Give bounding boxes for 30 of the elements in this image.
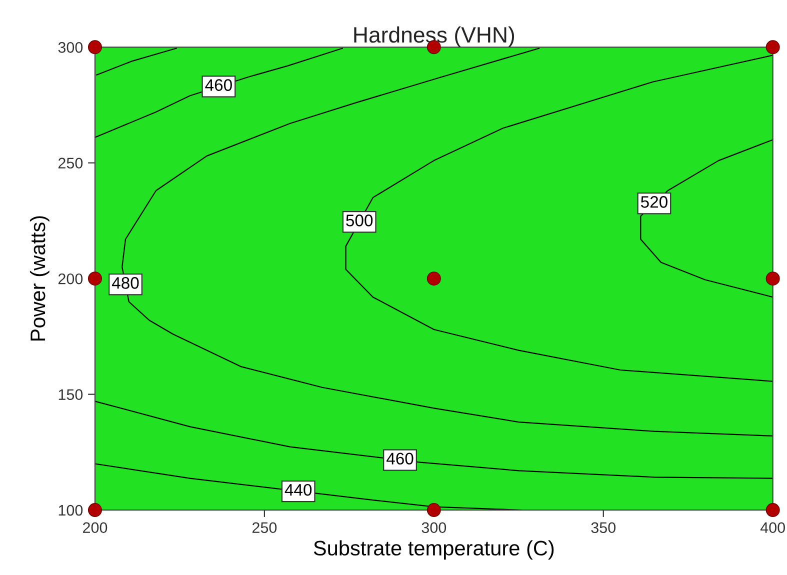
x-tick-label: 350 — [591, 522, 616, 534]
x-axis-title: Substrate temperature (C) — [314, 540, 554, 560]
point — [426, 272, 441, 286]
chart-title: Hardness (VHN) — [354, 26, 514, 48]
y-axis-title: Power (watts) — [30, 216, 50, 341]
y-tick-label: 100 — [58, 504, 83, 516]
point — [766, 272, 780, 286]
line-series — [94, 48, 343, 138]
y-tick-label: 150 — [58, 389, 83, 400]
point — [426, 503, 441, 518]
annotation: 480 — [112, 277, 139, 289]
y-tick-label: 200 — [58, 273, 83, 284]
annotation: 500 — [346, 214, 373, 226]
annotation: 460 — [205, 79, 232, 91]
point — [766, 40, 780, 54]
x-tick-label: 400 — [760, 522, 785, 534]
point — [88, 40, 102, 54]
x-tick-label: 300 — [422, 522, 446, 534]
annotation: 520 — [640, 196, 668, 208]
point — [766, 503, 780, 518]
y-tick-label: 300 — [58, 42, 83, 53]
y-tick-label: 250 — [58, 158, 83, 169]
point — [88, 503, 102, 518]
line-series — [640, 139, 773, 298]
line-series — [94, 400, 773, 479]
point — [88, 272, 102, 286]
annotation: 460 — [386, 452, 414, 465]
x-tick-label: 200 — [83, 522, 108, 534]
x-tick-label: 250 — [252, 522, 277, 534]
annotation: 440 — [284, 484, 312, 496]
